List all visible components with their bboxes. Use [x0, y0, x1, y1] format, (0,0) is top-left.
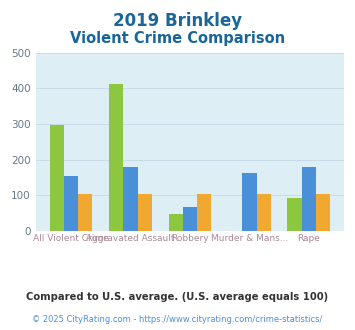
- Bar: [257, 194, 271, 231]
- Bar: [302, 167, 316, 231]
- Bar: [123, 167, 138, 231]
- Bar: [288, 198, 302, 231]
- Text: Violent Crime Comparison: Violent Crime Comparison: [70, 31, 285, 46]
- Bar: [50, 125, 64, 231]
- Bar: [109, 84, 123, 231]
- Text: 2019 Brinkley: 2019 Brinkley: [113, 12, 242, 30]
- Bar: [316, 194, 330, 231]
- Bar: [183, 207, 197, 231]
- Text: © 2025 CityRating.com - https://www.cityrating.com/crime-statistics/: © 2025 CityRating.com - https://www.city…: [32, 315, 323, 324]
- Bar: [138, 194, 152, 231]
- Text: Compared to U.S. average. (U.S. average equals 100): Compared to U.S. average. (U.S. average …: [26, 292, 329, 302]
- Bar: [197, 194, 211, 231]
- Bar: [64, 176, 78, 231]
- Bar: [242, 173, 257, 231]
- Bar: [78, 194, 92, 231]
- Bar: [169, 214, 183, 231]
